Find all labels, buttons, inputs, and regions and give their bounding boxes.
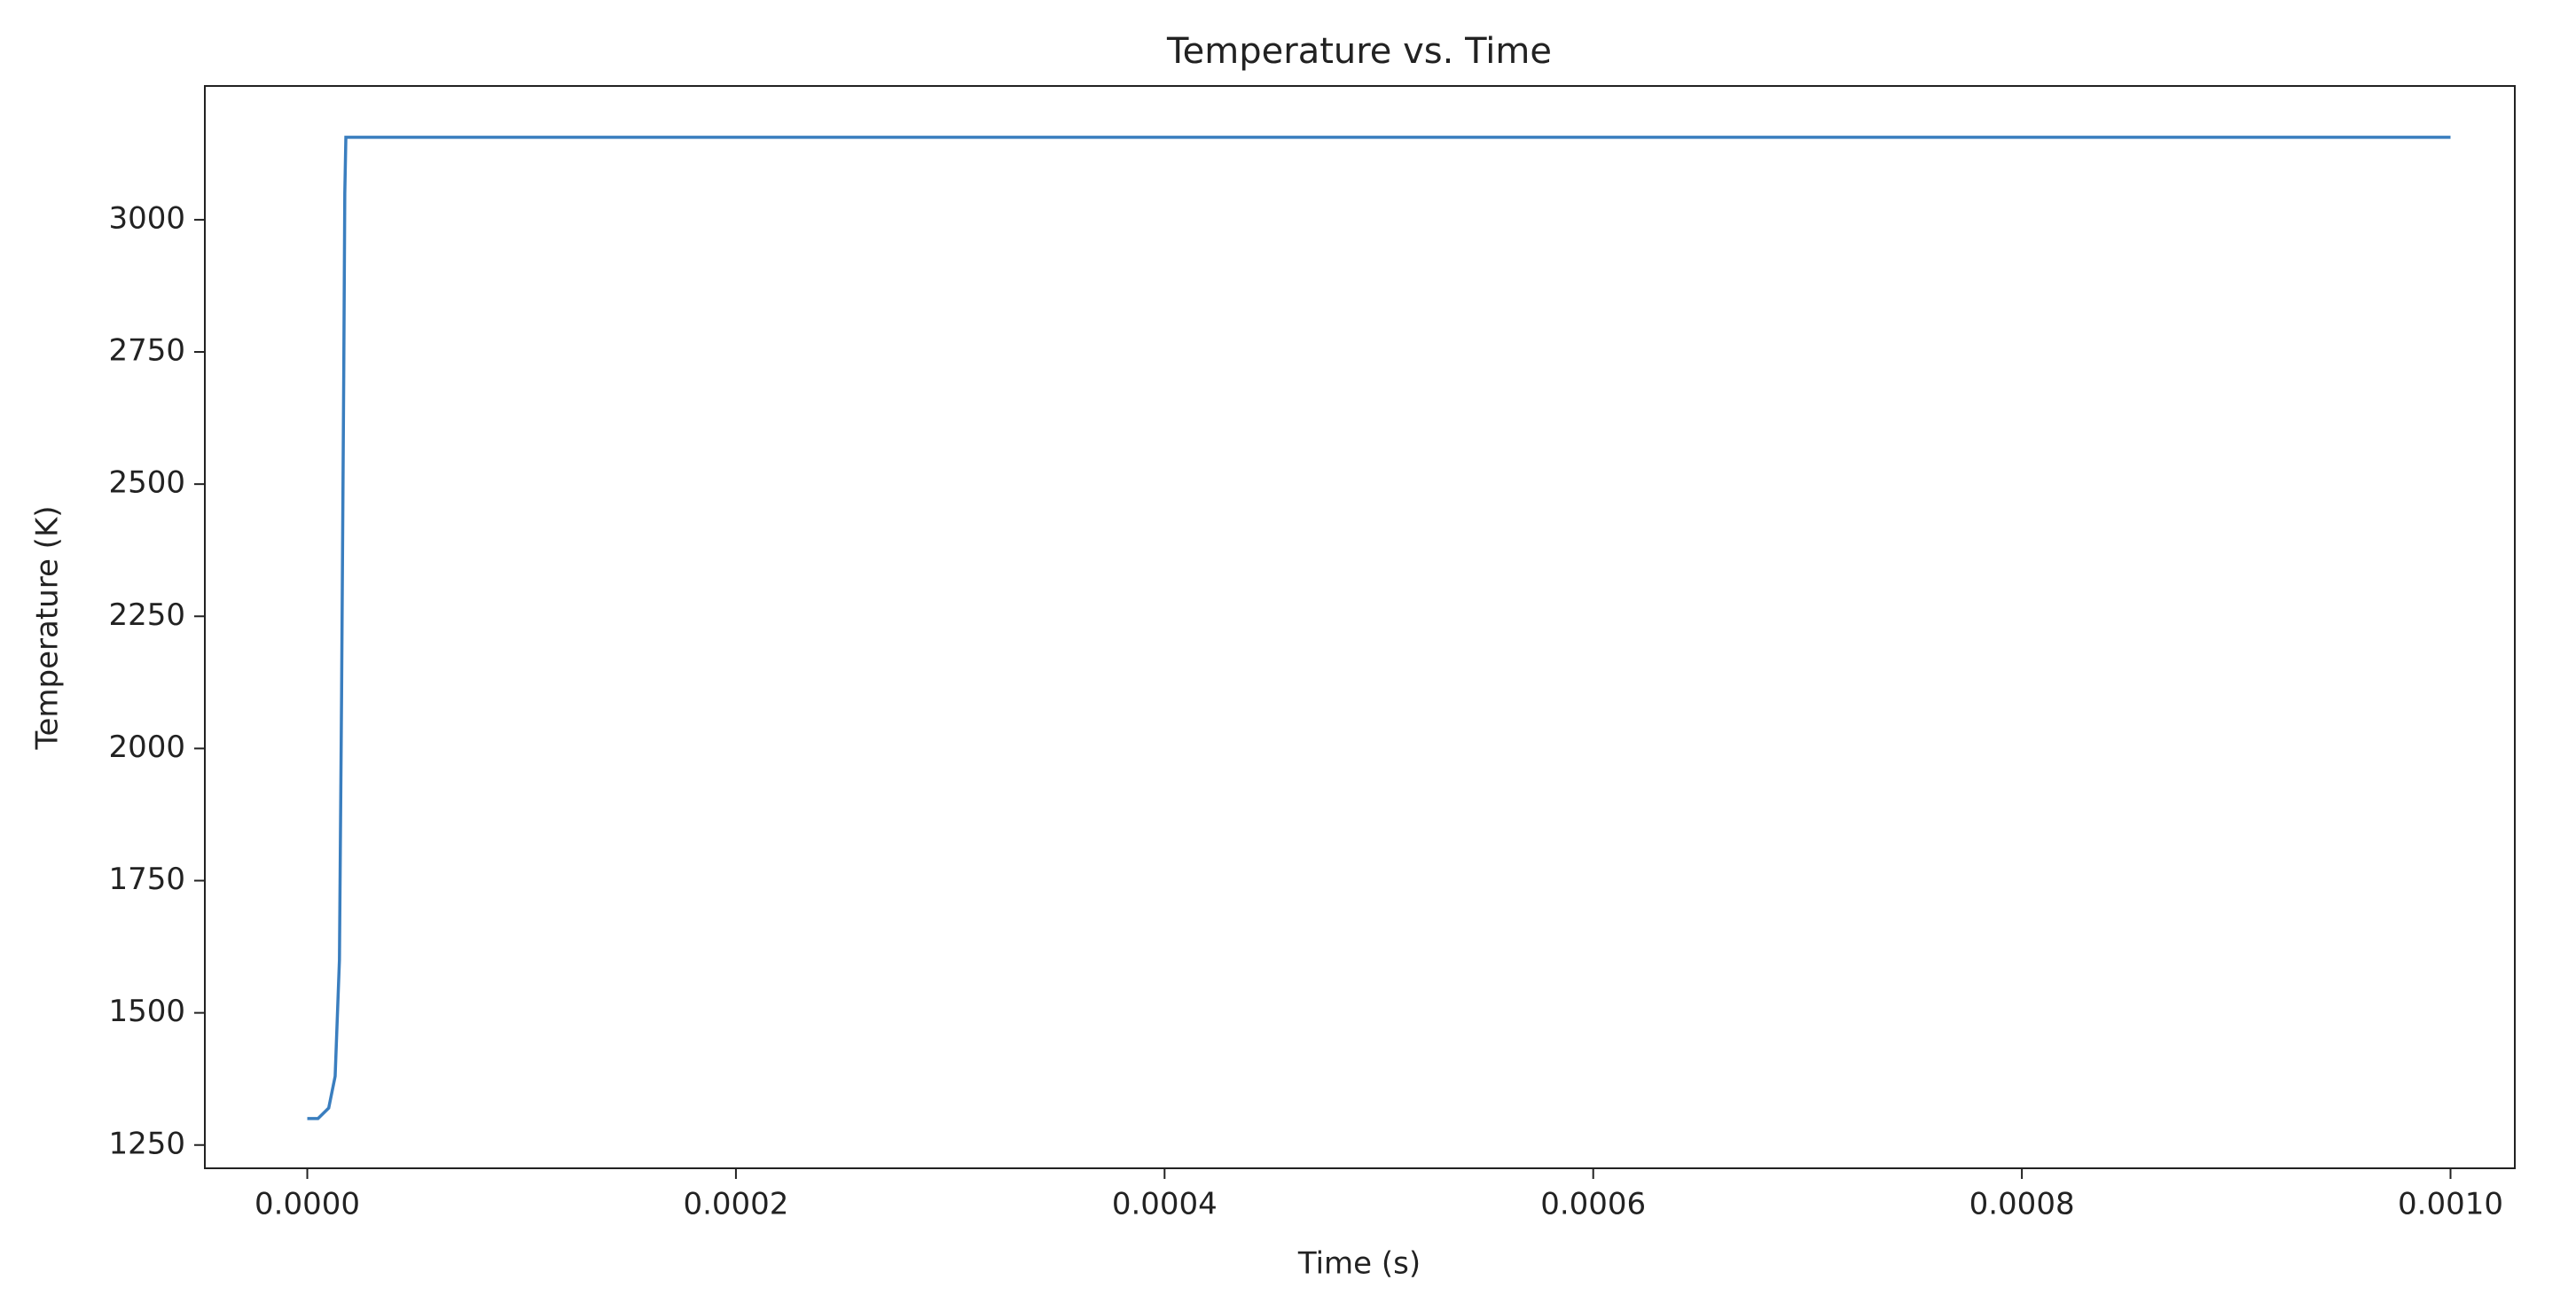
y-tick-label: 1250 — [108, 1126, 185, 1161]
x-tick-label: 0.0002 — [683, 1187, 788, 1222]
chart-title: Temperature vs. Time — [1166, 31, 1552, 72]
y-tick-label: 2500 — [108, 465, 185, 501]
y-tick-label: 1750 — [108, 862, 185, 897]
y-axis-label: Temperature (K) — [30, 505, 66, 750]
x-axis-label: Time (s) — [1297, 1246, 1421, 1282]
plot-frame — [204, 85, 2516, 1169]
y-tick-label: 2000 — [108, 730, 185, 765]
y-tick-label: 3000 — [108, 200, 185, 236]
x-tick-label: 0.0006 — [1540, 1187, 1646, 1222]
x-tick-label: 0.0004 — [1112, 1187, 1218, 1222]
x-tick-label: 0.0010 — [2398, 1187, 2503, 1222]
y-tick-label: 1500 — [108, 994, 185, 1029]
y-tick-label: 2250 — [108, 597, 185, 633]
x-tick-label: 0.0000 — [254, 1187, 360, 1222]
line — [307, 136, 2451, 1120]
x-tick-label: 0.0008 — [1969, 1187, 2075, 1222]
y-tick-label: 2750 — [108, 333, 185, 369]
